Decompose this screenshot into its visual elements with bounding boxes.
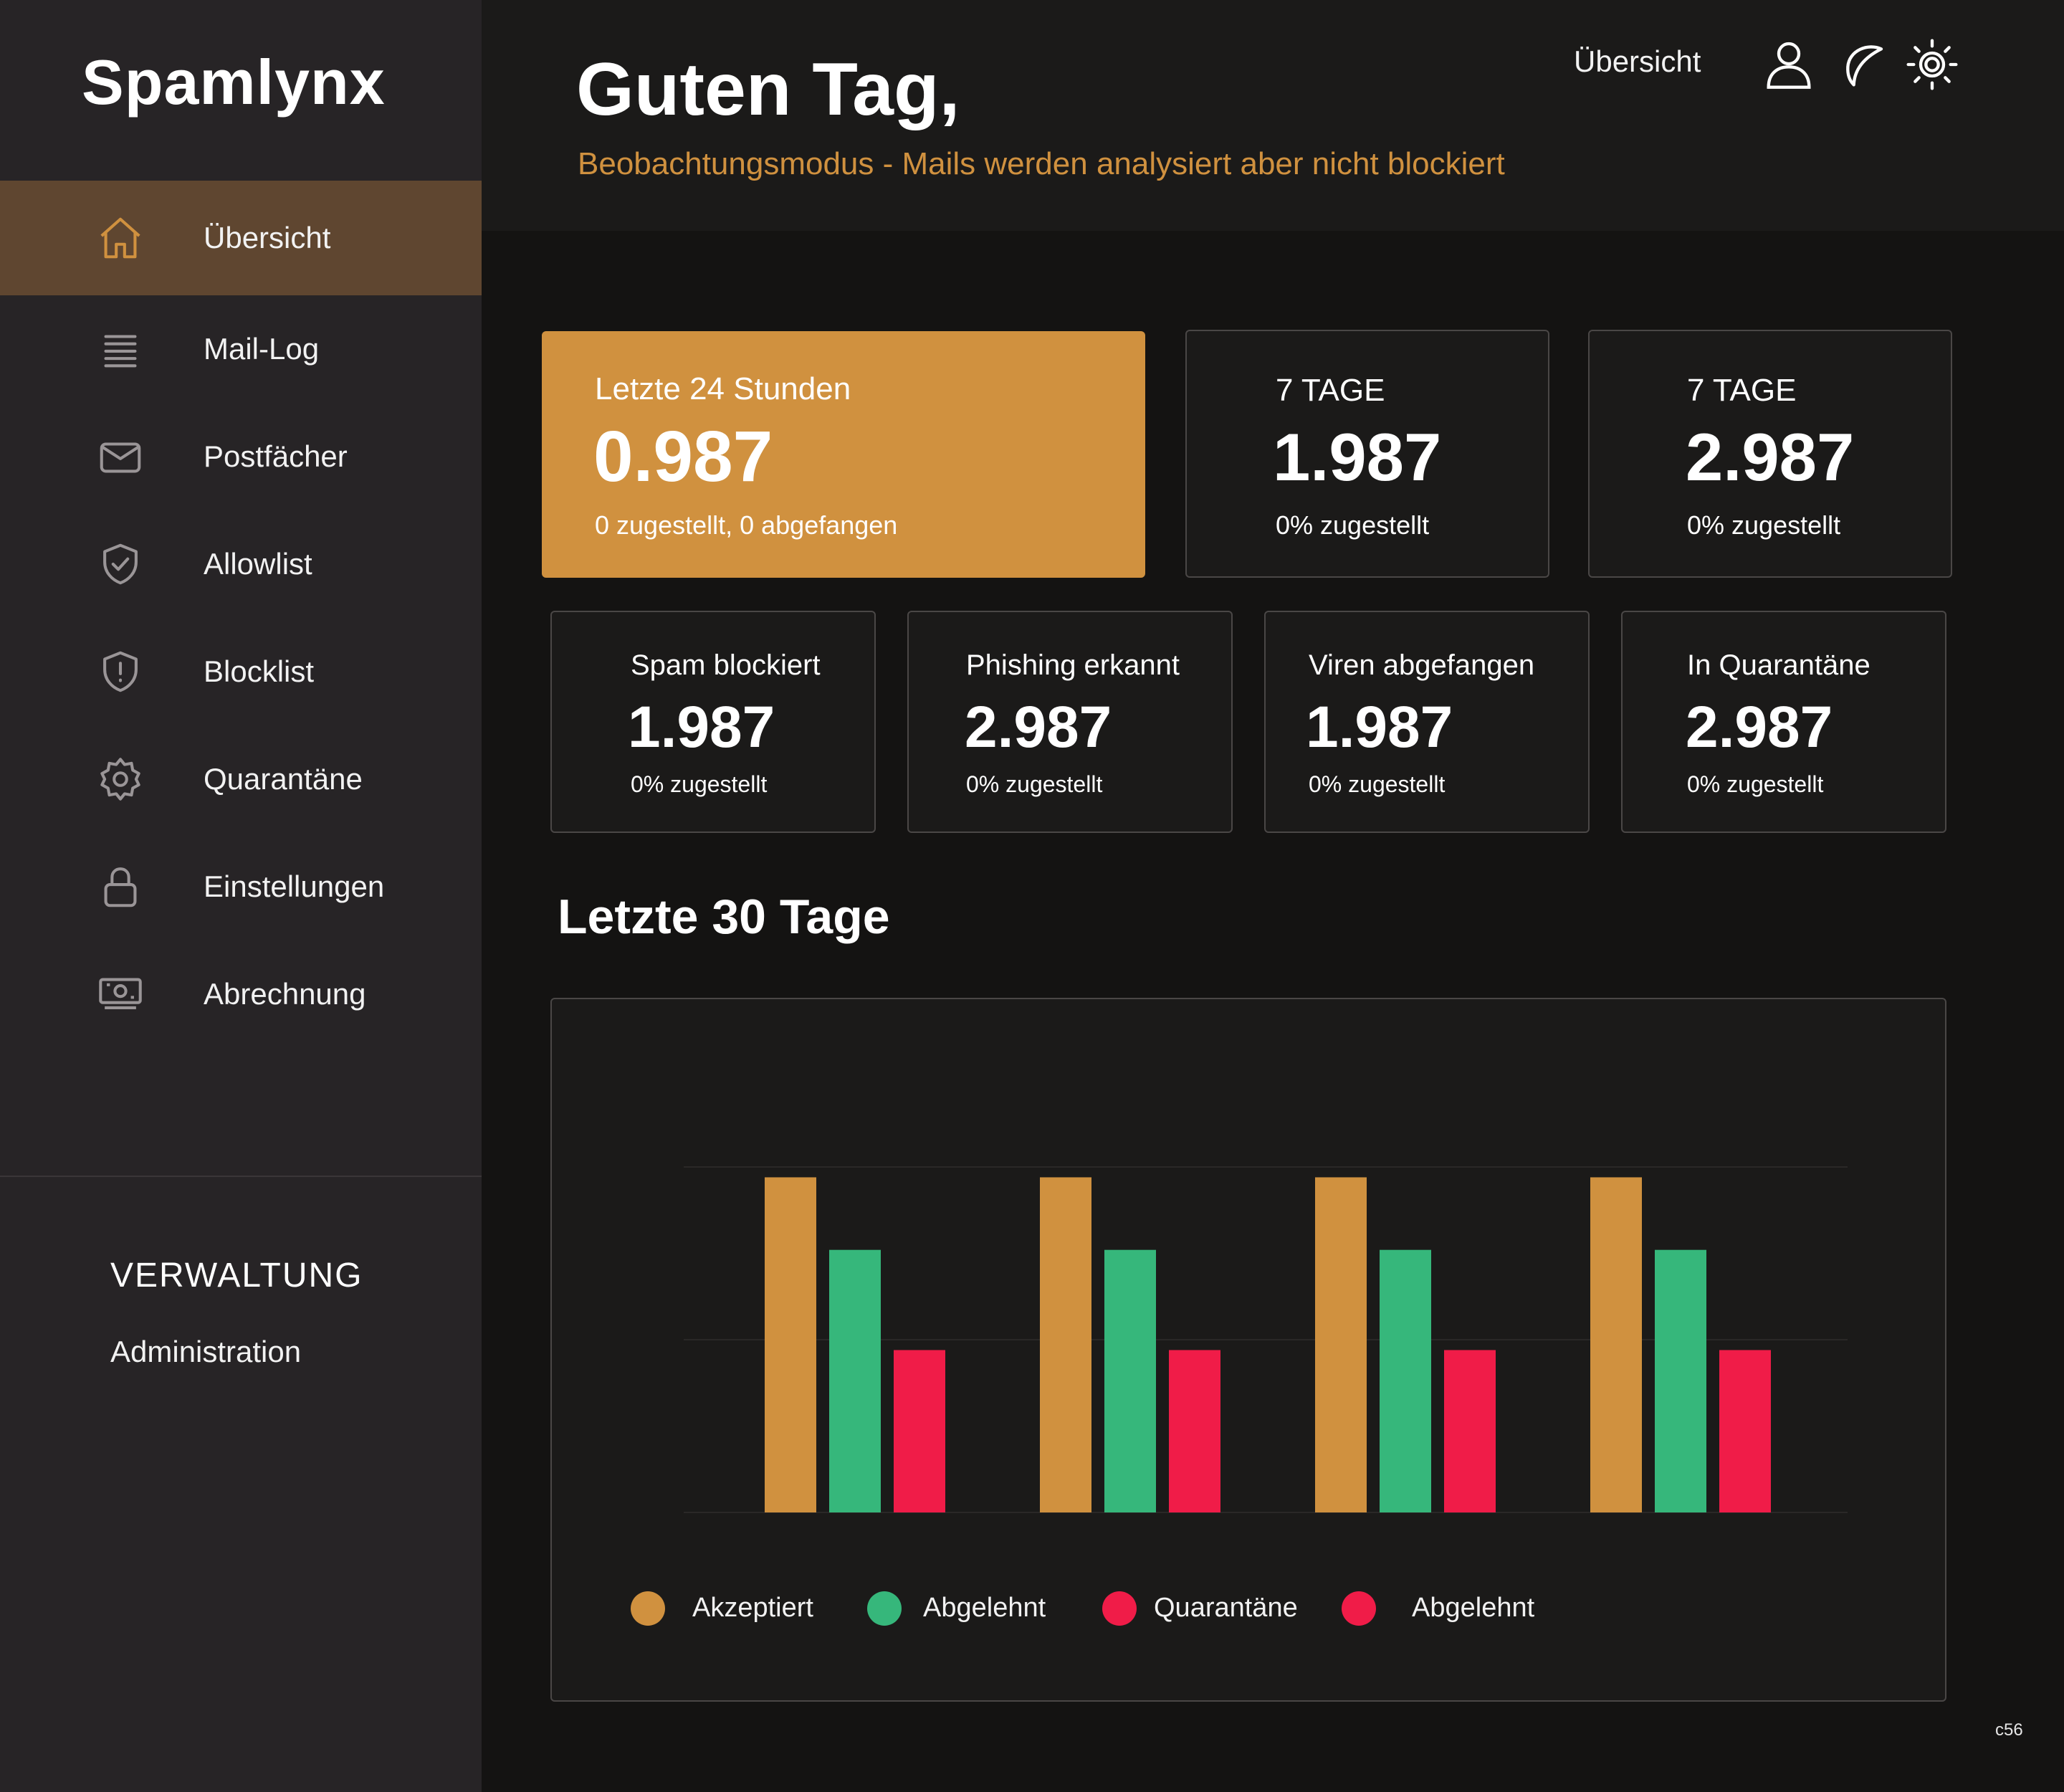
sidebar-item-label: Einstellungen [204, 869, 385, 903]
sidebar-item-abrechnung[interactable]: Abrechnung [0, 940, 482, 1048]
sidebar-item-quarantaene[interactable]: Quarantäne [0, 725, 482, 833]
sidebar-nav: Übersicht Mail-Log Postfächer [0, 181, 482, 1048]
header-overview-link[interactable]: Übersicht [1574, 44, 1701, 78]
bar-akzeptiert-3[interactable] [1315, 1177, 1367, 1512]
mode-status-text: Beobachtungsmodus - Mails werden analysi… [578, 146, 1505, 181]
sidebar-divider [0, 1176, 482, 1177]
bar-akzeptiert-1[interactable] [765, 1177, 816, 1512]
card-value: 2.987 [1686, 419, 1855, 495]
sidebar-item-label: Allowlist [204, 547, 312, 581]
card-value: 1.987 [628, 695, 775, 760]
card-value: 2.987 [965, 695, 1112, 760]
money-icon [93, 967, 148, 1021]
sidebar-item-label: Mail-Log [204, 332, 320, 366]
home-icon [93, 211, 148, 265]
sidebar-item-label: Postfächer [204, 439, 348, 473]
summary-card-24h[interactable]: Letzte 24 Stunden 0.987 0 zugestellt, 0 … [542, 331, 1145, 578]
card-subtext: 0% zugestellt [1687, 771, 1824, 797]
list-icon [93, 322, 148, 376]
card-label: 7 TAGE [1276, 373, 1385, 408]
admin-section-title: VERWALTUNG [110, 1257, 363, 1295]
bar-akzeptiert-4[interactable] [1590, 1177, 1642, 1512]
bar-quarantäne-2[interactable] [1169, 1350, 1220, 1512]
bar-quarantäne-1[interactable] [894, 1350, 945, 1512]
bar-abgelehnt-2[interactable] [1104, 1249, 1156, 1512]
sidebar-item-label: Übersicht [204, 221, 331, 254]
bar-akzeptiert-2[interactable] [1040, 1177, 1091, 1512]
stat-card-quarantaene[interactable]: In Quarantäne 2.987 0% zugestellt [1621, 611, 1946, 833]
legend-dot [867, 1591, 902, 1626]
legend-label: Abgelehnt [923, 1593, 1046, 1623]
card-subtext: 0% zugestellt [1687, 510, 1841, 540]
moon-icon[interactable] [1835, 36, 1892, 93]
sidebar-item-administration[interactable]: Administration [110, 1335, 302, 1368]
card-label: Spam blockiert [631, 649, 821, 681]
card-subtext: 0% zugestellt [1309, 771, 1446, 797]
sidebar-item-uebersicht[interactable]: Übersicht [0, 181, 482, 295]
legend-dot [1342, 1591, 1376, 1626]
bar-abgelehnt-1[interactable] [829, 1249, 881, 1512]
page-header: Guten Tag, Beobachtungsmodus - Mails wer… [482, 0, 2064, 231]
card-label: Phishing erkannt [966, 649, 1180, 681]
card-subtext: 0% zugestellt [1276, 510, 1430, 540]
summary-card-7d[interactable]: 7 TAGE 1.987 0% zugestellt [1185, 330, 1549, 578]
page-title: Guten Tag, [576, 48, 960, 131]
chart-panel [550, 998, 1946, 1702]
bar-chart [684, 1166, 1848, 1513]
sun-icon[interactable] [1903, 36, 1961, 93]
stat-card-spam[interactable]: Spam blockiert 1.987 0% zugestellt [550, 611, 876, 833]
footer-code: c56 [1995, 1720, 2023, 1740]
card-value: 0.987 [593, 416, 773, 497]
card-value: 1.987 [1306, 695, 1453, 760]
legend-dot [1102, 1591, 1137, 1626]
bar-quarantäne-4[interactable] [1719, 1350, 1771, 1512]
bar-abgelehnt-4[interactable] [1655, 1249, 1706, 1512]
legend-label: Abgelehnt [1412, 1593, 1535, 1623]
legend-dot [631, 1591, 665, 1626]
bar-quarantäne-3[interactable] [1444, 1350, 1496, 1512]
card-value: 1.987 [1273, 419, 1442, 495]
legend-label: Akzeptiert [692, 1593, 813, 1623]
card-label: 7 TAGE [1687, 373, 1797, 408]
sidebar: Spamlynx Übersicht Mail-Log [0, 0, 482, 1792]
gear-icon [93, 752, 148, 806]
sidebar-item-einstellungen[interactable]: Einstellungen [0, 833, 482, 940]
sidebar-item-label: Abrechnung [204, 977, 366, 1011]
lock-icon [93, 859, 148, 914]
sidebar-item-mail-log[interactable]: Mail-Log [0, 295, 482, 403]
shield-check-icon [93, 537, 148, 591]
stat-card-viren[interactable]: Viren abgefangen 1.987 0% zugestellt [1264, 611, 1590, 833]
mail-icon [93, 429, 148, 484]
bar-abgelehnt-3[interactable] [1380, 1249, 1431, 1512]
chart-section-title: Letzte 30 Tage [558, 890, 890, 944]
card-value: 2.987 [1686, 695, 1833, 760]
stat-card-phishing[interactable]: Phishing erkannt 2.987 0% zugestellt [907, 611, 1233, 833]
sidebar-item-blocklist[interactable]: Blocklist [0, 618, 482, 725]
card-subtext: 0% zugestellt [631, 771, 768, 797]
card-label: Viren abgefangen [1309, 649, 1535, 681]
summary-card-7d-alt[interactable]: 7 TAGE 2.987 0% zugestellt [1588, 330, 1952, 578]
card-label: In Quarantäne [1687, 649, 1870, 681]
user-icon[interactable] [1760, 36, 1817, 93]
card-subtext: 0% zugestellt [966, 771, 1103, 797]
card-label: Letzte 24 Stunden [595, 371, 851, 406]
legend-label: Quarantäne [1154, 1593, 1298, 1623]
sidebar-item-postfaecher[interactable]: Postfächer [0, 403, 482, 510]
app-logo: Spamlynx [82, 47, 386, 118]
card-subtext: 0 zugestellt, 0 abgefangen [595, 510, 898, 540]
sidebar-item-label: Quarantäne [204, 762, 363, 796]
shield-alert-icon [93, 644, 148, 699]
sidebar-item-allowlist[interactable]: Allowlist [0, 510, 482, 618]
sidebar-item-label: Blocklist [204, 654, 315, 688]
